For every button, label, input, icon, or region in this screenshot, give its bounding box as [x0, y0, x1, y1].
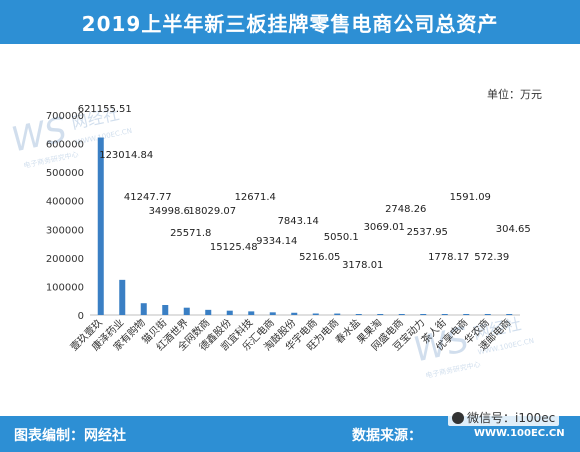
data-label: 3178.01 [342, 260, 383, 271]
bar [248, 311, 255, 315]
data-label: 621155.51 [78, 104, 132, 115]
data-label: 18029.07 [188, 206, 236, 217]
y-tick-label: 300000 [46, 225, 84, 236]
bar [183, 307, 190, 315]
bar [119, 279, 126, 315]
bar [312, 313, 319, 315]
bar [334, 313, 341, 315]
y-tick-label: 500000 [46, 168, 84, 179]
data-label: 304.65 [496, 224, 531, 235]
bar [484, 314, 491, 315]
footer-site: WWW.100EC.CN [474, 428, 565, 439]
wechat-icon [452, 411, 464, 424]
data-label: 5216.05 [299, 252, 340, 263]
bar [398, 314, 405, 315]
wechat-badge: 微信号：i100ec [448, 409, 560, 426]
bar [463, 314, 470, 315]
y-tick-label: 200000 [46, 254, 84, 265]
plot-area [0, 44, 580, 416]
bar [355, 314, 362, 315]
data-label: 3069.01 [364, 222, 405, 233]
y-tick-label: 600000 [46, 140, 84, 151]
data-label: 25571.8 [170, 228, 211, 239]
data-label: 123014.84 [99, 150, 153, 161]
wechat-id: 微信号：i100ec [467, 411, 556, 425]
bar [162, 305, 169, 315]
bar [377, 314, 384, 315]
y-tick-label: 100000 [46, 282, 84, 293]
bar [506, 314, 513, 315]
y-tick-label: 0 [78, 311, 84, 322]
bar-chart: 0 100000 200000 300000 400000 500000 600000 700… [46, 104, 531, 353]
data-label: 12671.4 [235, 192, 276, 203]
unit-label: 单位：万元 [487, 88, 542, 101]
data-label: 5050.1 [324, 232, 359, 243]
data-label: 9334.14 [256, 236, 297, 247]
data-label: 41247.77 [124, 192, 172, 203]
data-label: 1778.17 [428, 252, 469, 263]
bar [269, 312, 276, 315]
footer-credit: 图表编制：网经社 [14, 428, 126, 444]
watermark-logo-right: WS 网经社 WWW.100EC.CN 电子商务研究中心 [410, 314, 535, 380]
data-label: 2537.95 [407, 227, 448, 238]
data-label: 7843.14 [278, 216, 319, 227]
footer-source: 数据来源： [352, 428, 422, 444]
y-tick-label: 700000 [46, 111, 84, 122]
bar [441, 314, 448, 315]
bar [140, 303, 147, 315]
data-label: 1591.09 [450, 192, 491, 203]
y-tick-label: 400000 [46, 197, 84, 208]
title-bar: 2019上半年新三板挂牌零售电商公司总资产 [0, 0, 580, 44]
data-label: 15125.48 [210, 242, 258, 253]
data-label: 2748.26 [385, 204, 426, 215]
data-label: 572.39 [474, 252, 509, 263]
bar [291, 312, 298, 315]
bar [420, 314, 427, 315]
bar [97, 137, 104, 315]
chart-title: 2019上半年新三板挂牌零售电商公司总资产 [81, 11, 499, 36]
watermark-logo-left: WS 网经社 WWW.100EC.CN 电子商务研究中心 [8, 104, 133, 170]
data-label: 34998.6 [149, 206, 190, 217]
bar [205, 309, 212, 315]
bar [226, 310, 233, 315]
